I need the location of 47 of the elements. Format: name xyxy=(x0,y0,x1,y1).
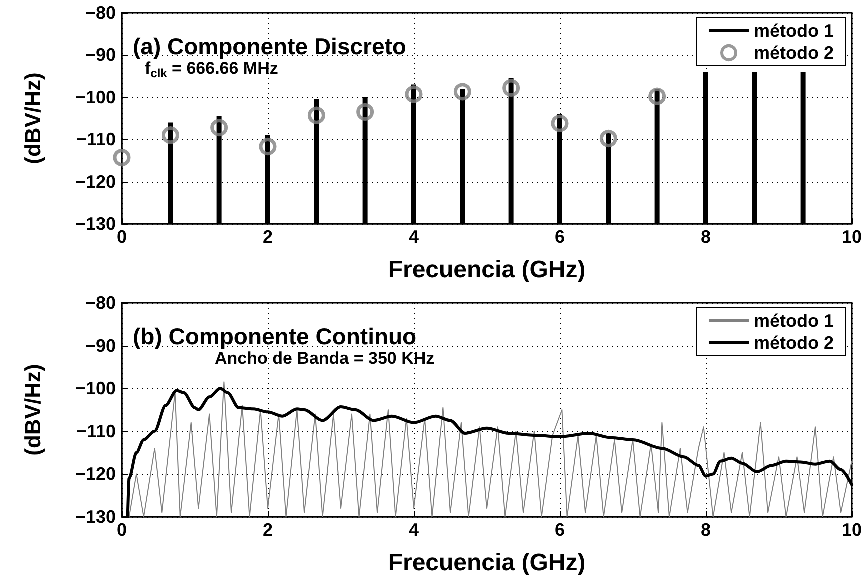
legend-label: método 1 xyxy=(754,311,834,331)
x-tick-label: 4 xyxy=(408,227,420,247)
x-tick-label: 4 xyxy=(408,520,420,540)
text: (a) Componente Discreto xyxy=(133,34,406,60)
y-tick-label: −130 xyxy=(75,507,116,527)
x-tick-label: 0 xyxy=(116,227,128,247)
point xyxy=(648,88,666,106)
y-axis-title: (dBV/Hz) xyxy=(20,364,46,456)
point xyxy=(210,119,228,137)
x-tick-label: 8 xyxy=(700,227,712,247)
y-axis-title: (dBV/Hz) xyxy=(20,72,46,164)
y-tick-label: −120 xyxy=(75,172,116,192)
y-tick-label: −130 xyxy=(75,214,116,234)
x-tick-label: 2 xyxy=(262,520,274,540)
x-tick-label: 2 xyxy=(262,227,274,247)
point xyxy=(600,130,618,148)
point xyxy=(454,83,472,101)
point xyxy=(162,126,180,144)
x-tick-label: 6 xyxy=(554,520,566,540)
legend-label: método 2 xyxy=(754,43,834,63)
y-tick-label: −90 xyxy=(85,45,116,66)
y-tick-label: −80 xyxy=(85,3,116,23)
x-axis-title: Frecuencia (GHz) xyxy=(388,550,586,576)
legend-label: método 2 xyxy=(754,333,834,353)
x-tick-label: 0 xyxy=(116,520,128,540)
point xyxy=(308,106,326,124)
text: (b) Componente Continuo xyxy=(133,324,417,350)
point xyxy=(356,103,374,121)
x-axis-title: Frecuencia (GHz) xyxy=(388,256,586,284)
x-tick-label: 6 xyxy=(554,227,566,247)
y-tick-label: −80 xyxy=(85,293,116,313)
y-tick-label: −110 xyxy=(76,130,116,150)
point xyxy=(405,86,423,104)
x-tick-label: 8 xyxy=(700,520,712,540)
point xyxy=(551,114,569,132)
legend-label: método 1 xyxy=(754,21,834,41)
y-tick-label: −110 xyxy=(76,421,116,442)
y-tick-label: −120 xyxy=(75,464,116,484)
y-tick-label: −100 xyxy=(75,378,116,399)
annotation: Ancho de Banda = 350 KHz xyxy=(215,349,435,368)
point xyxy=(113,149,131,166)
y-tick-label: −90 xyxy=(85,336,116,356)
x-tick-label: 10 xyxy=(842,520,862,540)
y-tick-label: −100 xyxy=(75,87,116,108)
point xyxy=(259,138,277,156)
x-tick-label: 10 xyxy=(842,227,862,247)
point xyxy=(502,79,520,97)
